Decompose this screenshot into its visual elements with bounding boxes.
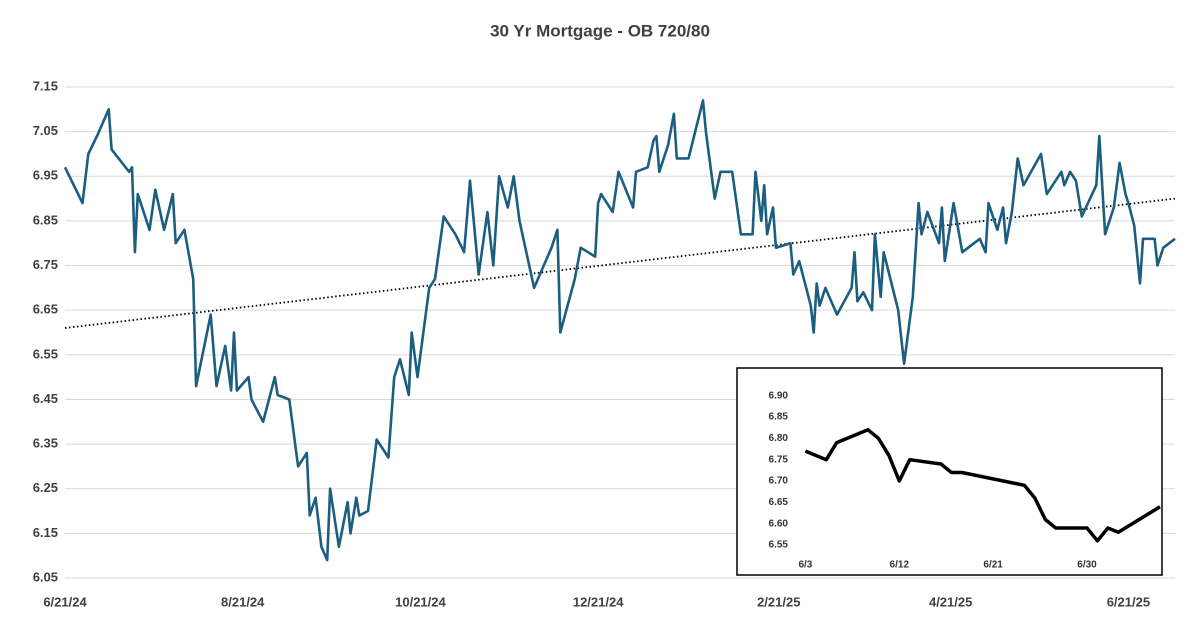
y-tick-label: 6.80 (769, 433, 789, 444)
y-tick-label: 7.05 (33, 123, 58, 138)
y-tick-label: 6.75 (33, 257, 58, 272)
x-tick-label: 12/21/24 (573, 594, 624, 609)
y-tick-label: 6.35 (33, 436, 58, 451)
x-tick-label: 6/30 (1077, 560, 1097, 571)
y-tick-label: 6.85 (33, 212, 58, 227)
y-tick-label: 6.15 (33, 525, 58, 540)
y-tick-label: 6.75 (769, 454, 789, 465)
x-tick-label: 4/21/25 (929, 594, 972, 609)
x-tick-label: 6/21/25 (1107, 594, 1150, 609)
y-tick-label: 6.55 (33, 346, 58, 361)
y-tick-label: 6.90 (769, 390, 789, 401)
y-tick-label: 6.70 (769, 476, 789, 487)
x-tick-label: 8/21/24 (221, 594, 265, 609)
y-tick-label: 6.45 (33, 391, 58, 406)
y-tick-label: 6.85 (769, 412, 789, 423)
y-tick-label: 6.05 (33, 569, 58, 584)
data-line (63, 99, 1176, 562)
data-line (804, 428, 1161, 543)
x-tick-label: 6/21/24 (43, 594, 87, 609)
y-tick-label: 6.25 (33, 480, 58, 495)
y-tick-label: 6.95 (33, 168, 58, 183)
y-tick-label: 7.15 (33, 78, 58, 93)
x-tick-label: 6/21 (983, 560, 1003, 571)
x-tick-label: 2/21/25 (757, 594, 800, 609)
inset-chart: 6.55 6.60 6.65 6.70 6.75 6.80 6.85 6.90 6/3 6/12 6… (769, 390, 1161, 571)
main-chart: 6.05 6.15 6.25 6.35 6.45 6.55 6.65 6.75 6.85 6.95… (33, 78, 1176, 609)
x-tick-label: 6/3 (798, 560, 812, 571)
y-tick-label: 6.65 (33, 302, 58, 317)
chart-title: 30 Yr Mortgage - OB 720/80 (490, 21, 710, 40)
x-tick-label: 10/21/24 (395, 594, 446, 609)
y-tick-label: 6.60 (769, 518, 789, 529)
x-tick-label: 6/12 (890, 560, 910, 571)
y-tick-label: 6.65 (769, 497, 789, 508)
y-tick-label: 6.55 (769, 540, 789, 551)
